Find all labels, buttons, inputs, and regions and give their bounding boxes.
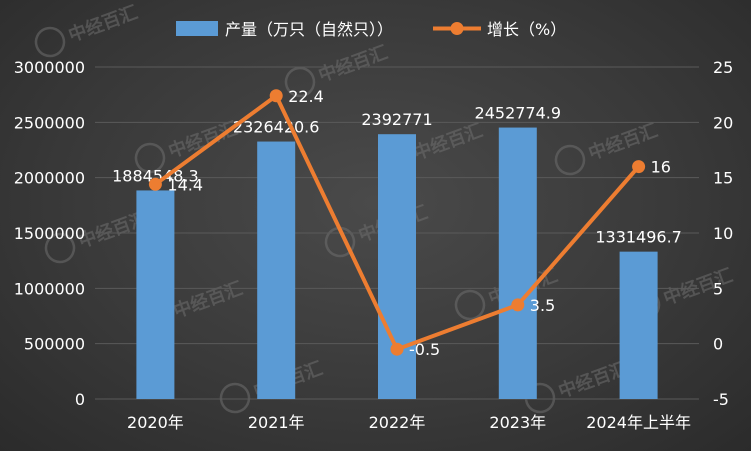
watermark-logo-icon xyxy=(324,226,356,258)
legend-bar-swatch xyxy=(176,21,218,36)
bar xyxy=(378,134,416,399)
watermark-logo-icon xyxy=(554,144,586,176)
watermark-text: 中经百汇 xyxy=(65,1,140,46)
watermark-logo-icon xyxy=(34,26,66,58)
right-tick-label: 10 xyxy=(713,224,733,243)
right-tick-label: -5 xyxy=(713,390,729,409)
watermark-logo-icon xyxy=(134,142,166,174)
growth-value-label: 3.5 xyxy=(530,296,555,315)
bar xyxy=(619,251,658,399)
left-tick-label: 3000000 xyxy=(14,58,85,77)
legend-line-label: 增长（%） xyxy=(487,20,566,39)
watermark-logo-icon xyxy=(284,66,316,98)
growth-value-label: 14.4 xyxy=(167,175,203,194)
right-tick-label: 15 xyxy=(713,169,733,188)
growth-point xyxy=(269,89,283,103)
bar-value-label: 1331496.7 xyxy=(595,228,682,247)
watermark-text: 中经百汇 xyxy=(170,277,245,322)
watermark-logo-icon xyxy=(219,382,251,414)
category-labels: 2020年 2021年 2022年 2023年 2024年上半年 xyxy=(127,413,691,432)
watermark-logo-icon xyxy=(454,289,486,321)
bar xyxy=(136,190,175,399)
watermark-text: 中经百汇 xyxy=(315,41,390,86)
growth-value-label: 22.4 xyxy=(288,87,324,106)
left-tick-label: 1000000 xyxy=(14,279,85,298)
left-tick-label: 500000 xyxy=(24,335,85,354)
left-tick-label: 1500000 xyxy=(14,224,85,243)
category-label: 2022年 xyxy=(369,413,426,432)
watermark: 中经百汇 xyxy=(554,119,661,176)
growth-value-label: -0.5 xyxy=(409,340,440,359)
line-series xyxy=(148,89,646,356)
growth-value-label: 16 xyxy=(651,158,671,177)
category-label: 2021年 xyxy=(248,413,305,432)
right-tick-label: 0 xyxy=(713,335,723,354)
watermark-text: 中经百汇 xyxy=(660,264,735,309)
left-axis-ticks: 0 500000 1000000 1500000 2000000 2500000 30000… xyxy=(14,58,85,409)
bar xyxy=(498,127,537,400)
legend-bar-label: 产量（万只（自然只）） xyxy=(225,20,393,39)
bar-value-label: 2452774.9 xyxy=(475,104,562,123)
watermark: 中经百汇 xyxy=(524,357,631,414)
legend-line-marker xyxy=(450,22,464,35)
right-tick-label: 5 xyxy=(713,279,723,298)
left-tick-label: 2000000 xyxy=(14,169,85,188)
growth-point xyxy=(390,342,404,356)
watermark-text: 中经百汇 xyxy=(555,357,630,402)
left-tick-label: 0 xyxy=(75,390,85,409)
watermark-text: 中经百汇 xyxy=(165,117,240,162)
watermark: 中经百汇 xyxy=(34,1,141,58)
growth-point xyxy=(632,160,646,174)
category-label: 2020年 xyxy=(127,413,184,432)
bar xyxy=(257,141,296,399)
bar-value-label: 2392771 xyxy=(361,110,432,129)
right-tick-label: 20 xyxy=(713,113,733,132)
line-data-labels: 14.4 22.4 -0.5 3.5 16 xyxy=(167,87,671,359)
right-tick-label: 25 xyxy=(713,58,733,77)
category-label: 2023年 xyxy=(489,413,546,432)
bar-value-label: 2326420.6 xyxy=(233,118,320,137)
bar-series xyxy=(136,127,658,400)
growth-point xyxy=(148,177,162,191)
watermark-text: 中经百汇 xyxy=(585,119,660,164)
growth-point xyxy=(511,298,525,312)
bar-data-labels: 1884548.3 2326420.6 2392771 2452774.9 133149… xyxy=(112,104,682,247)
category-label: 2024年上半年 xyxy=(586,413,691,432)
left-tick-label: 2500000 xyxy=(14,113,85,132)
legend: 产量（万只（自然只）） 增长（%） xyxy=(176,20,566,39)
watermark-logo-icon xyxy=(44,232,76,264)
bar-value-label: 1884548.3 xyxy=(112,166,199,185)
right-axis-ticks: -5 0 5 10 15 20 25 xyxy=(713,58,733,409)
